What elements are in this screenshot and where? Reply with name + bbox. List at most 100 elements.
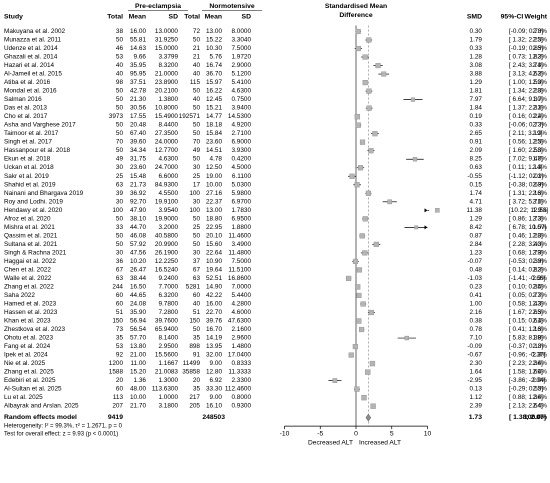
- study-smd: 2.84: [470, 241, 483, 248]
- group1-sd: 6.6000: [158, 173, 178, 180]
- study-ci: [ 2.23; 2.36]: [509, 360, 543, 367]
- study-smd: -0.07: [467, 258, 482, 265]
- study-name: Das et al. 2013: [4, 105, 47, 112]
- group2-sd: 4.5000: [231, 164, 251, 171]
- group2-mean: 12.45: [206, 96, 222, 103]
- group1-sd: 2.9500: [158, 343, 178, 350]
- study-ci: [-0.19; 0.85]: [509, 45, 543, 52]
- study-name: Makuyana et al. 2002: [4, 28, 66, 35]
- study-effect-box: [404, 335, 409, 341]
- study-effect-box: [362, 54, 368, 60]
- study-smd: -0.67: [467, 352, 482, 359]
- study-weight: 2.4%: [532, 318, 547, 325]
- study-ci: [ 0.86; 1.73]: [509, 215, 543, 222]
- group1-total: 33: [116, 224, 124, 231]
- group2-total: 30: [193, 164, 201, 171]
- study-name: Haggai et al. 2022: [4, 258, 56, 265]
- study-weight: 2.3%: [532, 164, 547, 171]
- group1-mean: 37.51: [130, 79, 146, 86]
- group2-total: 35: [193, 386, 201, 393]
- group2-sd: 5.0300: [231, 181, 251, 188]
- study-smd: -0.09: [467, 343, 482, 350]
- group2-sd: 0.4200: [231, 156, 251, 163]
- group2-mean: 22.64: [206, 249, 222, 256]
- group2-sd: 11.4600: [228, 232, 251, 239]
- group1-sd: 1.1667: [158, 360, 178, 367]
- study-weight: 2.4%: [532, 369, 547, 376]
- group2-total: 67: [193, 266, 201, 273]
- study-effect-box: [355, 45, 361, 52]
- group2-mean: 19.00: [206, 173, 222, 180]
- study-ci: [-1.12; 0.01]: [509, 173, 543, 180]
- group2-mean: 16.70: [206, 326, 222, 333]
- group1-total: 50: [116, 88, 124, 95]
- group2-mean: 16.22: [206, 88, 222, 95]
- summary-smd: 1.73: [469, 414, 482, 421]
- study-smd: 2.30: [470, 360, 483, 367]
- study-weight: 2.3%: [532, 241, 547, 248]
- study-weight: 2.3%: [532, 62, 547, 69]
- group2-sd: 0.8000: [231, 394, 251, 401]
- group1-total: 50: [116, 232, 124, 239]
- group1-total: 50: [116, 147, 124, 154]
- study-weight: 2.3%: [532, 249, 547, 256]
- study-weight: 2.4%: [532, 394, 547, 401]
- study-smd: 1.00: [470, 300, 483, 307]
- study-name: Munazza et al. 2011: [4, 37, 62, 44]
- group1-total: 207: [112, 403, 123, 410]
- group1-mean: 1.36: [134, 377, 147, 384]
- group2-total: 25: [193, 224, 201, 231]
- group2-sd: 5.9800: [231, 190, 251, 197]
- group1-total: 50: [116, 96, 124, 103]
- group1-sd: 3.3799: [158, 54, 178, 61]
- group2-total: 100: [189, 190, 200, 197]
- study-weight: 2.3%: [532, 300, 547, 307]
- group2-total: 91: [193, 352, 201, 359]
- study-weight: 2.0%: [532, 377, 547, 384]
- group2-sd: 0.7500: [231, 96, 251, 103]
- group2-total: 40: [193, 96, 201, 103]
- study-weight: 2.3%: [532, 45, 547, 52]
- study-ci: [ 0.05; 0.77]: [509, 292, 543, 299]
- study-ci: [ 0.11; 1.14]: [509, 164, 543, 171]
- group1-mean: 13.80: [130, 343, 146, 350]
- study-name: Asha and Varghese 2017: [4, 122, 76, 129]
- group1-sd: 40.5800: [155, 232, 179, 239]
- study-smd: -0.55: [467, 173, 482, 180]
- study-ci: [ 0.73; 1.82]: [509, 54, 543, 61]
- study-effect-box: [368, 148, 374, 154]
- group1-total: 20: [116, 377, 124, 384]
- weight-column-header: Weight: [524, 14, 547, 21]
- study-smd: 0.19: [470, 113, 483, 120]
- group1-mean: 92.70: [130, 198, 146, 205]
- study-ci: [ 0.58; 1.43]: [509, 300, 543, 307]
- group2-mean: 22.37: [206, 198, 222, 205]
- study-name: Zhang et al. 2022: [4, 283, 54, 290]
- study-effect-box: [357, 165, 364, 171]
- summary-weight: 100.0%: [524, 414, 547, 421]
- group1-sd: 21.0000: [155, 71, 179, 78]
- study-effect-box: [359, 139, 366, 145]
- study-weight: 2.3%: [532, 352, 547, 359]
- study-effect-box: [355, 28, 361, 35]
- group2-sd: 1.4800: [231, 343, 251, 350]
- group1-total: 38: [116, 28, 124, 35]
- group2-sd: 0.9300: [231, 403, 251, 410]
- group2-total: 150: [189, 318, 200, 325]
- group1-total: 51: [116, 309, 124, 316]
- x-tick-label: -10: [280, 431, 290, 438]
- study-effect-box: [358, 326, 365, 333]
- group1-mean: 67.40: [130, 130, 146, 137]
- study-ci: [ 2.28; 3.40]: [509, 241, 543, 248]
- study-ci: [-0.37; 0.18]: [509, 343, 543, 350]
- study-smd: 8.25: [470, 156, 483, 163]
- study-effect-box: [365, 190, 372, 196]
- group2-mean: 13.00: [206, 28, 222, 35]
- group1-sd: 26.1900: [155, 249, 179, 256]
- group2-total: 898: [189, 343, 200, 350]
- study-weight: 1.8%: [532, 156, 547, 163]
- group2-total: 20: [193, 377, 201, 384]
- smd-title-line1: Standardised Mean: [325, 3, 387, 10]
- group1-sd: 19.9000: [155, 215, 179, 222]
- group1-total: 60: [116, 386, 124, 393]
